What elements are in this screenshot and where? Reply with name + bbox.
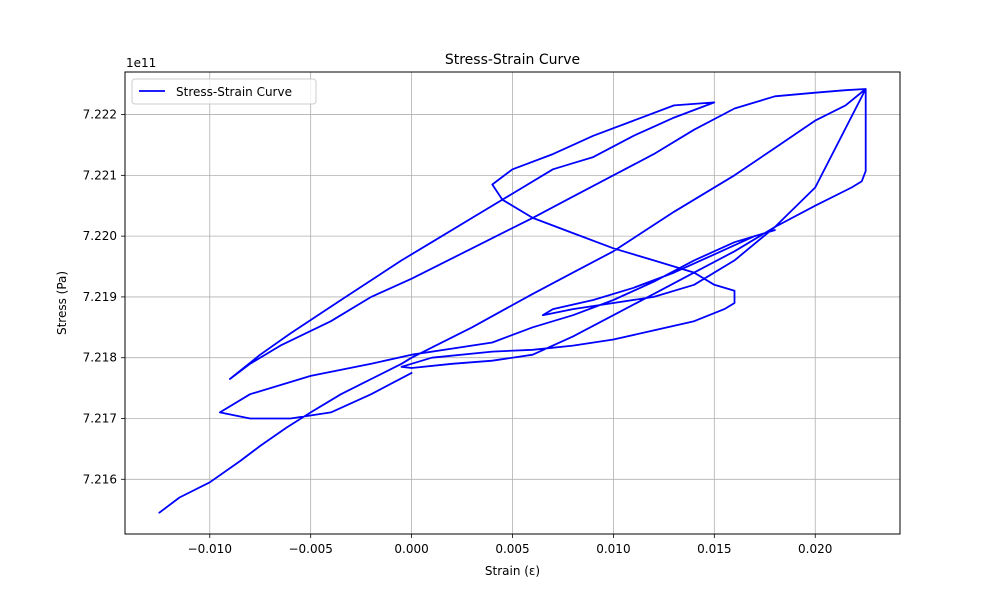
series-line-stress-strain <box>158 88 867 514</box>
y-axis: 7.216 7.217 7.218 7.219 7.220 7.221 7.222 <box>83 108 125 486</box>
x-tick-label: 0.010 <box>596 542 630 556</box>
x-tick-label: 0.020 <box>798 542 832 556</box>
legend-box <box>131 78 317 105</box>
y-tick-label: 7.219 <box>83 290 117 304</box>
x-tick-label: 0.015 <box>697 542 731 556</box>
y-tick-label: 7.220 <box>83 229 117 243</box>
data-layer <box>158 88 867 514</box>
x-axis-label: Strain (ε) <box>485 564 540 578</box>
y-axis-label: Stress (Pa) <box>55 271 69 335</box>
y-tick-label: 7.218 <box>83 351 117 365</box>
chart-title: Stress-Strain Curve <box>445 52 580 68</box>
y-tick-label: 7.216 <box>83 472 117 486</box>
y-tick-label: 7.217 <box>83 412 117 426</box>
x-axis: −0.010 −0.005 0.000 0.005 0.010 0.015 0.020 <box>188 534 832 556</box>
legend-entry: Stress-Strain Curve <box>176 85 292 99</box>
y-tick-label: 7.221 <box>83 168 117 182</box>
y-offset-label: 1e11 <box>126 56 156 70</box>
x-tick-label: 0.005 <box>495 542 529 556</box>
y-tick-label: 7.222 <box>83 108 117 122</box>
x-tick-label: −0.005 <box>288 542 332 556</box>
legend: Stress-Strain Curve <box>131 78 317 105</box>
x-tick-label: −0.010 <box>188 542 232 556</box>
x-tick-label: 0.000 <box>394 542 428 556</box>
